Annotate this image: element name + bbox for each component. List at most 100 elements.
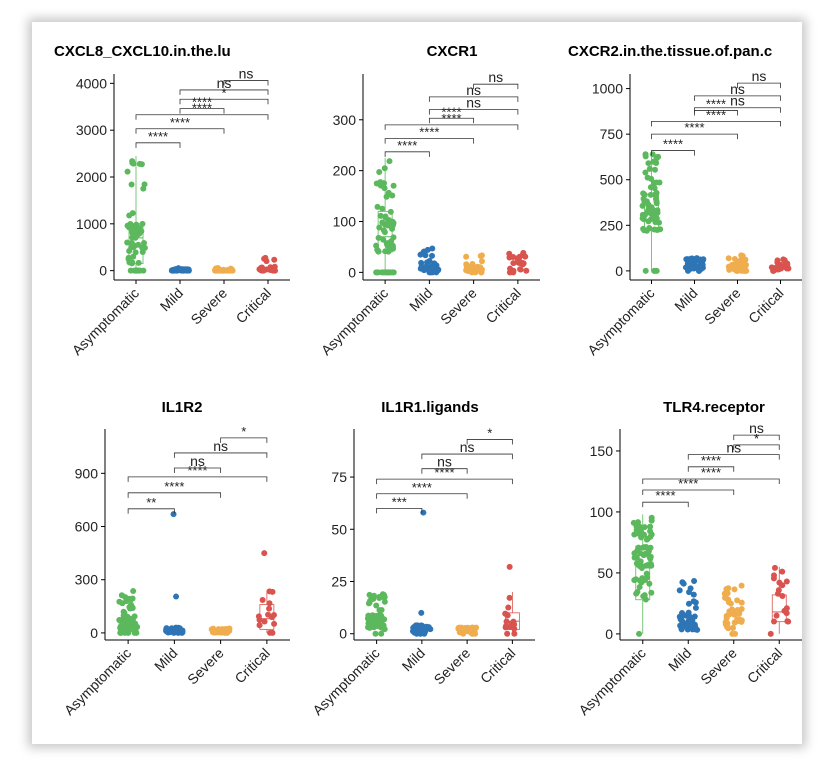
data-point: [642, 550, 649, 557]
data-point: [382, 214, 389, 221]
data-point: [650, 158, 657, 165]
data-point: [376, 607, 383, 614]
y-tick-label: 3000: [76, 122, 107, 138]
data-point: [135, 259, 142, 266]
data-point: [519, 261, 526, 268]
data-point: [676, 587, 683, 594]
y-tick-label: 4000: [76, 75, 107, 91]
data-point: [139, 220, 146, 227]
significance-label: ****: [706, 107, 726, 122]
data-point: [380, 625, 387, 632]
significance-label: ****: [701, 453, 721, 468]
significance-bracket: [651, 120, 781, 127]
data-point: [128, 181, 135, 188]
y-tick-label: 750: [600, 126, 624, 142]
significance-label: ns: [466, 95, 481, 111]
data-point: [266, 588, 273, 595]
significance-bracket: [642, 501, 689, 508]
data-point: [767, 630, 774, 637]
significance-bracket: [421, 468, 468, 474]
chart-title: TLR4.receptor: [663, 399, 765, 416]
significance-label: *: [241, 424, 246, 439]
data-point: [640, 216, 647, 223]
chart-panel-1: CXCL8_CXCL10.in.the.lu 0 1000 2000 3000 4000 A…: [54, 43, 290, 358]
data-point: [630, 519, 637, 526]
data-point: [464, 267, 471, 274]
y-tick-label: 100: [590, 504, 614, 520]
data-point: [647, 555, 654, 562]
data-point: [265, 611, 272, 618]
data-point: [506, 594, 513, 601]
data-point: [724, 590, 731, 597]
data-point: [637, 558, 644, 565]
significance-label: ns: [730, 81, 745, 97]
y-tick-label: 300: [75, 572, 99, 588]
data-point: [418, 609, 425, 616]
data-point: [383, 193, 390, 200]
data-point: [638, 534, 645, 541]
chart-title: CXCL8_CXCL10.in.the.lu: [54, 43, 231, 60]
data-point: [646, 580, 653, 587]
data-point: [463, 253, 470, 260]
data-point: [505, 604, 512, 611]
data-point: [380, 236, 387, 243]
x-tick-label: Critical: [477, 645, 519, 687]
data-point: [261, 550, 268, 557]
data-point: [428, 266, 435, 273]
x-tick-label: Asymptomatic: [584, 285, 657, 358]
data-point: [779, 568, 786, 575]
data-point: [781, 607, 788, 614]
significance-label: ****: [192, 101, 212, 116]
significance-bracket: [127, 492, 222, 498]
data-point: [654, 227, 661, 234]
data-point: [381, 185, 388, 192]
significance-label: ns: [239, 66, 254, 82]
significance-label: ns: [752, 68, 767, 84]
data-point: [729, 261, 736, 268]
data-point: [418, 263, 425, 270]
x-tick-label: Asymptomatic: [309, 645, 382, 718]
data-point: [179, 629, 186, 636]
data-point: [648, 517, 655, 524]
significance-label: ns: [213, 438, 228, 454]
data-point: [129, 616, 136, 623]
data-point: [522, 253, 529, 260]
data-point: [458, 624, 465, 631]
significance-label: ****: [170, 115, 190, 130]
data-point: [781, 257, 788, 264]
data-point: [122, 616, 129, 623]
data-point: [119, 623, 126, 630]
x-tick-label: Critical: [745, 285, 787, 327]
data-point: [387, 208, 394, 215]
data-point: [517, 266, 524, 273]
data-point: [503, 618, 510, 625]
data-point: [167, 628, 174, 635]
significance-bracket: [127, 508, 175, 514]
significance-label: ****: [706, 96, 726, 111]
data-point: [772, 264, 779, 271]
x-tick-label: Mild: [406, 285, 435, 314]
data-point: [133, 629, 140, 636]
significance-label: ns: [460, 439, 475, 455]
data-point: [140, 267, 147, 274]
data-point: [375, 619, 382, 626]
data-point: [141, 181, 148, 188]
significance-bracket: [179, 98, 269, 105]
data-point: [647, 191, 654, 198]
data-point: [266, 605, 273, 612]
data-point: [642, 267, 649, 274]
y-tick-label: 0: [605, 626, 613, 642]
y-tick-label: 0: [339, 626, 347, 642]
y-tick-label: 200: [333, 163, 357, 179]
significance-bracket: [428, 96, 519, 102]
data-point: [646, 165, 653, 172]
significance-label: ns: [190, 453, 205, 469]
data-point: [261, 618, 268, 625]
data-point: [636, 630, 643, 637]
data-point: [774, 257, 781, 264]
data-point: [129, 230, 136, 237]
data-point: [126, 247, 133, 254]
significance-label: ****: [441, 104, 461, 119]
data-point: [652, 191, 659, 198]
data-point: [645, 160, 652, 167]
